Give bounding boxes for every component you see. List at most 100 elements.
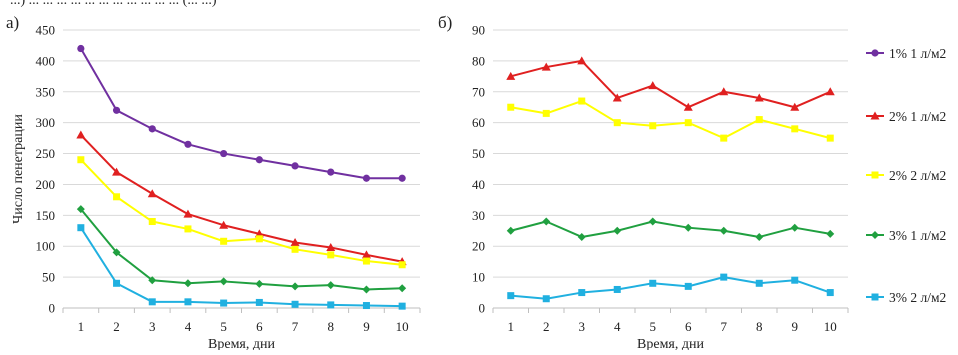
legend-label: 1% 1 л/м2: [889, 46, 946, 61]
data-point: [362, 174, 371, 182]
series-1: [77, 44, 406, 182]
data-point: [327, 168, 335, 176]
legend-item: 1% 1 л/м2: [866, 46, 946, 61]
data-point: [719, 87, 729, 96]
legend-marker: [871, 171, 879, 179]
legend-item: 2% 1 л/м2: [866, 109, 946, 124]
series-5: [77, 224, 406, 310]
y-tick-label: 350: [36, 84, 56, 99]
y-tick-label: 300: [36, 115, 56, 130]
x-tick-label: 6: [685, 319, 692, 334]
data-point: [507, 292, 515, 300]
data-point: [220, 237, 228, 245]
legend-marker: [871, 49, 879, 57]
data-point: [542, 217, 551, 226]
data-point: [578, 97, 586, 105]
data-point: [755, 279, 763, 287]
x-tick-label: 2: [543, 319, 550, 334]
data-point: [613, 226, 622, 235]
chart-panel-b: 0 10 20 30 40 50 60 70 80 90 1 2 3 4 5 6 7 8 9 10 Время, дни…: [438, 13, 849, 352]
data-point: [112, 248, 121, 257]
data-point: [648, 81, 658, 90]
data-point: [148, 125, 156, 133]
data-point: [255, 156, 263, 164]
y-axis-title: Число пенетрации: [11, 114, 26, 224]
data-point: [577, 232, 586, 241]
series-2: [76, 130, 407, 266]
data-point: [613, 285, 621, 293]
data-point: [112, 106, 121, 114]
data-point: [578, 289, 586, 297]
legend-label: 2% 1 л/м2: [889, 109, 946, 124]
x-axis-title: Время, дни: [637, 337, 704, 350]
y-tick-label: 0: [49, 301, 56, 316]
data-point: [327, 251, 335, 259]
y-tick-label: 250: [36, 146, 56, 161]
legend-item: 3% 2 л/м2: [866, 290, 946, 305]
x-tick-label: 8: [756, 319, 763, 334]
legend-item: 3% 1 л/м2: [866, 228, 946, 243]
series-line: [510, 276, 831, 300]
data-point: [220, 299, 228, 307]
data-point: [183, 279, 192, 288]
y-tick-label: 40: [472, 177, 485, 192]
data-point: [148, 298, 156, 306]
data-point: [790, 223, 799, 232]
x-tick-label: 4: [185, 319, 192, 334]
data-point: [825, 87, 835, 96]
y-tick-label: 80: [472, 53, 485, 68]
data-point: [76, 205, 85, 214]
data-point: [506, 71, 516, 80]
data-point: [398, 261, 406, 269]
series-line: [79, 48, 403, 180]
data-point: [219, 220, 229, 229]
data-point: [684, 282, 692, 290]
series-line: [80, 227, 403, 308]
y-tick-label: 100: [36, 239, 56, 254]
data-point: [77, 44, 85, 53]
series-line: [80, 159, 403, 266]
data-point: [77, 224, 85, 232]
data-point: [648, 217, 657, 226]
legend-label: 3% 1 л/м2: [889, 228, 946, 243]
data-point: [612, 93, 622, 102]
data-point: [77, 156, 85, 164]
data-point: [326, 281, 335, 290]
cut-off-caption-text: ...) ... ... ... ... ... ... ... ... ...…: [10, 0, 217, 8]
data-point: [113, 279, 121, 287]
data-point: [183, 209, 193, 218]
data-point: [361, 250, 371, 259]
data-point: [506, 226, 515, 235]
legend-label: 2% 2 л/м2: [889, 168, 946, 183]
series-4: [76, 205, 407, 294]
data-point: [398, 302, 406, 310]
x-tick-label: 2: [113, 319, 120, 334]
series-line: [510, 100, 831, 140]
y-tick-label: 450: [36, 23, 56, 38]
legend-label: 3% 2 л/м2: [889, 290, 946, 305]
data-point: [826, 289, 834, 297]
data-point: [791, 276, 799, 284]
legend-marker: [871, 293, 879, 301]
panel-label: б): [438, 13, 452, 32]
series-line: [510, 220, 831, 238]
x-tick-label: 9: [792, 319, 799, 334]
x-tick-label: 5: [220, 319, 227, 334]
data-point: [255, 235, 263, 243]
data-point: [148, 276, 157, 285]
data-point: [791, 125, 799, 133]
y-tick-label: 400: [36, 53, 56, 68]
data-point: [719, 226, 728, 235]
legend-marker: [870, 111, 880, 120]
data-point: [826, 229, 835, 238]
data-point: [147, 189, 157, 198]
panel-label: а): [6, 13, 19, 32]
data-point: [362, 285, 371, 294]
series-line: [80, 208, 403, 291]
y-tick-label: 0: [479, 301, 486, 316]
series-3: [77, 156, 406, 269]
data-point: [326, 242, 336, 251]
data-point: [720, 273, 728, 281]
data-point: [113, 193, 121, 201]
x-tick-label: 7: [721, 319, 728, 334]
